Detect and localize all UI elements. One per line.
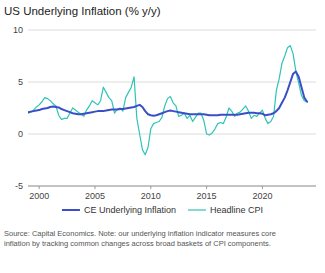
x-tick (206, 186, 207, 189)
legend-label: CE Underlying Inflation (84, 205, 176, 215)
legend-label: Headline CPI (210, 205, 263, 215)
x-tick-label: 2015 (197, 191, 217, 201)
series-line (28, 72, 307, 116)
source-line: inflation by tracking common changes acr… (4, 239, 271, 248)
series-line (28, 46, 307, 155)
x-axis-line (28, 186, 316, 187)
lines (28, 46, 307, 155)
source-note: Source: Capital Economics. Note: our und… (4, 229, 276, 248)
source-line: Source: Capital Economics. Note: our und… (4, 229, 276, 238)
chart: US Underlying Inflation (% y/y) -5 0 5 10 200… (0, 0, 325, 273)
x-tick-label: 2020 (252, 191, 272, 201)
legend: CE Underlying Inflation Headline CPI (62, 205, 263, 215)
title: US Underlying Inflation (% y/y) (4, 5, 161, 17)
grid-line (28, 82, 316, 83)
y-tick-label: 5 (18, 77, 23, 87)
y-grid (28, 30, 316, 186)
x-tick-label: 2000 (29, 191, 49, 201)
legend-swatch (188, 209, 206, 210)
grid-line (28, 30, 316, 31)
y-tick-label: 10 (13, 25, 23, 35)
x-tick (150, 186, 151, 189)
x-tick (94, 186, 95, 189)
x-tick-label: 2010 (141, 191, 161, 201)
grid-line (28, 186, 316, 187)
x-tick (262, 186, 263, 189)
grid-line (28, 134, 316, 135)
x-tick (39, 186, 40, 189)
y-tick-label: 0 (18, 129, 23, 139)
legend-item: Headline CPI (188, 205, 263, 215)
y-tick-label: -5 (15, 181, 23, 191)
legend-swatch (62, 209, 80, 211)
legend-item: CE Underlying Inflation (62, 205, 176, 215)
x-tick-label: 2005 (85, 191, 105, 201)
